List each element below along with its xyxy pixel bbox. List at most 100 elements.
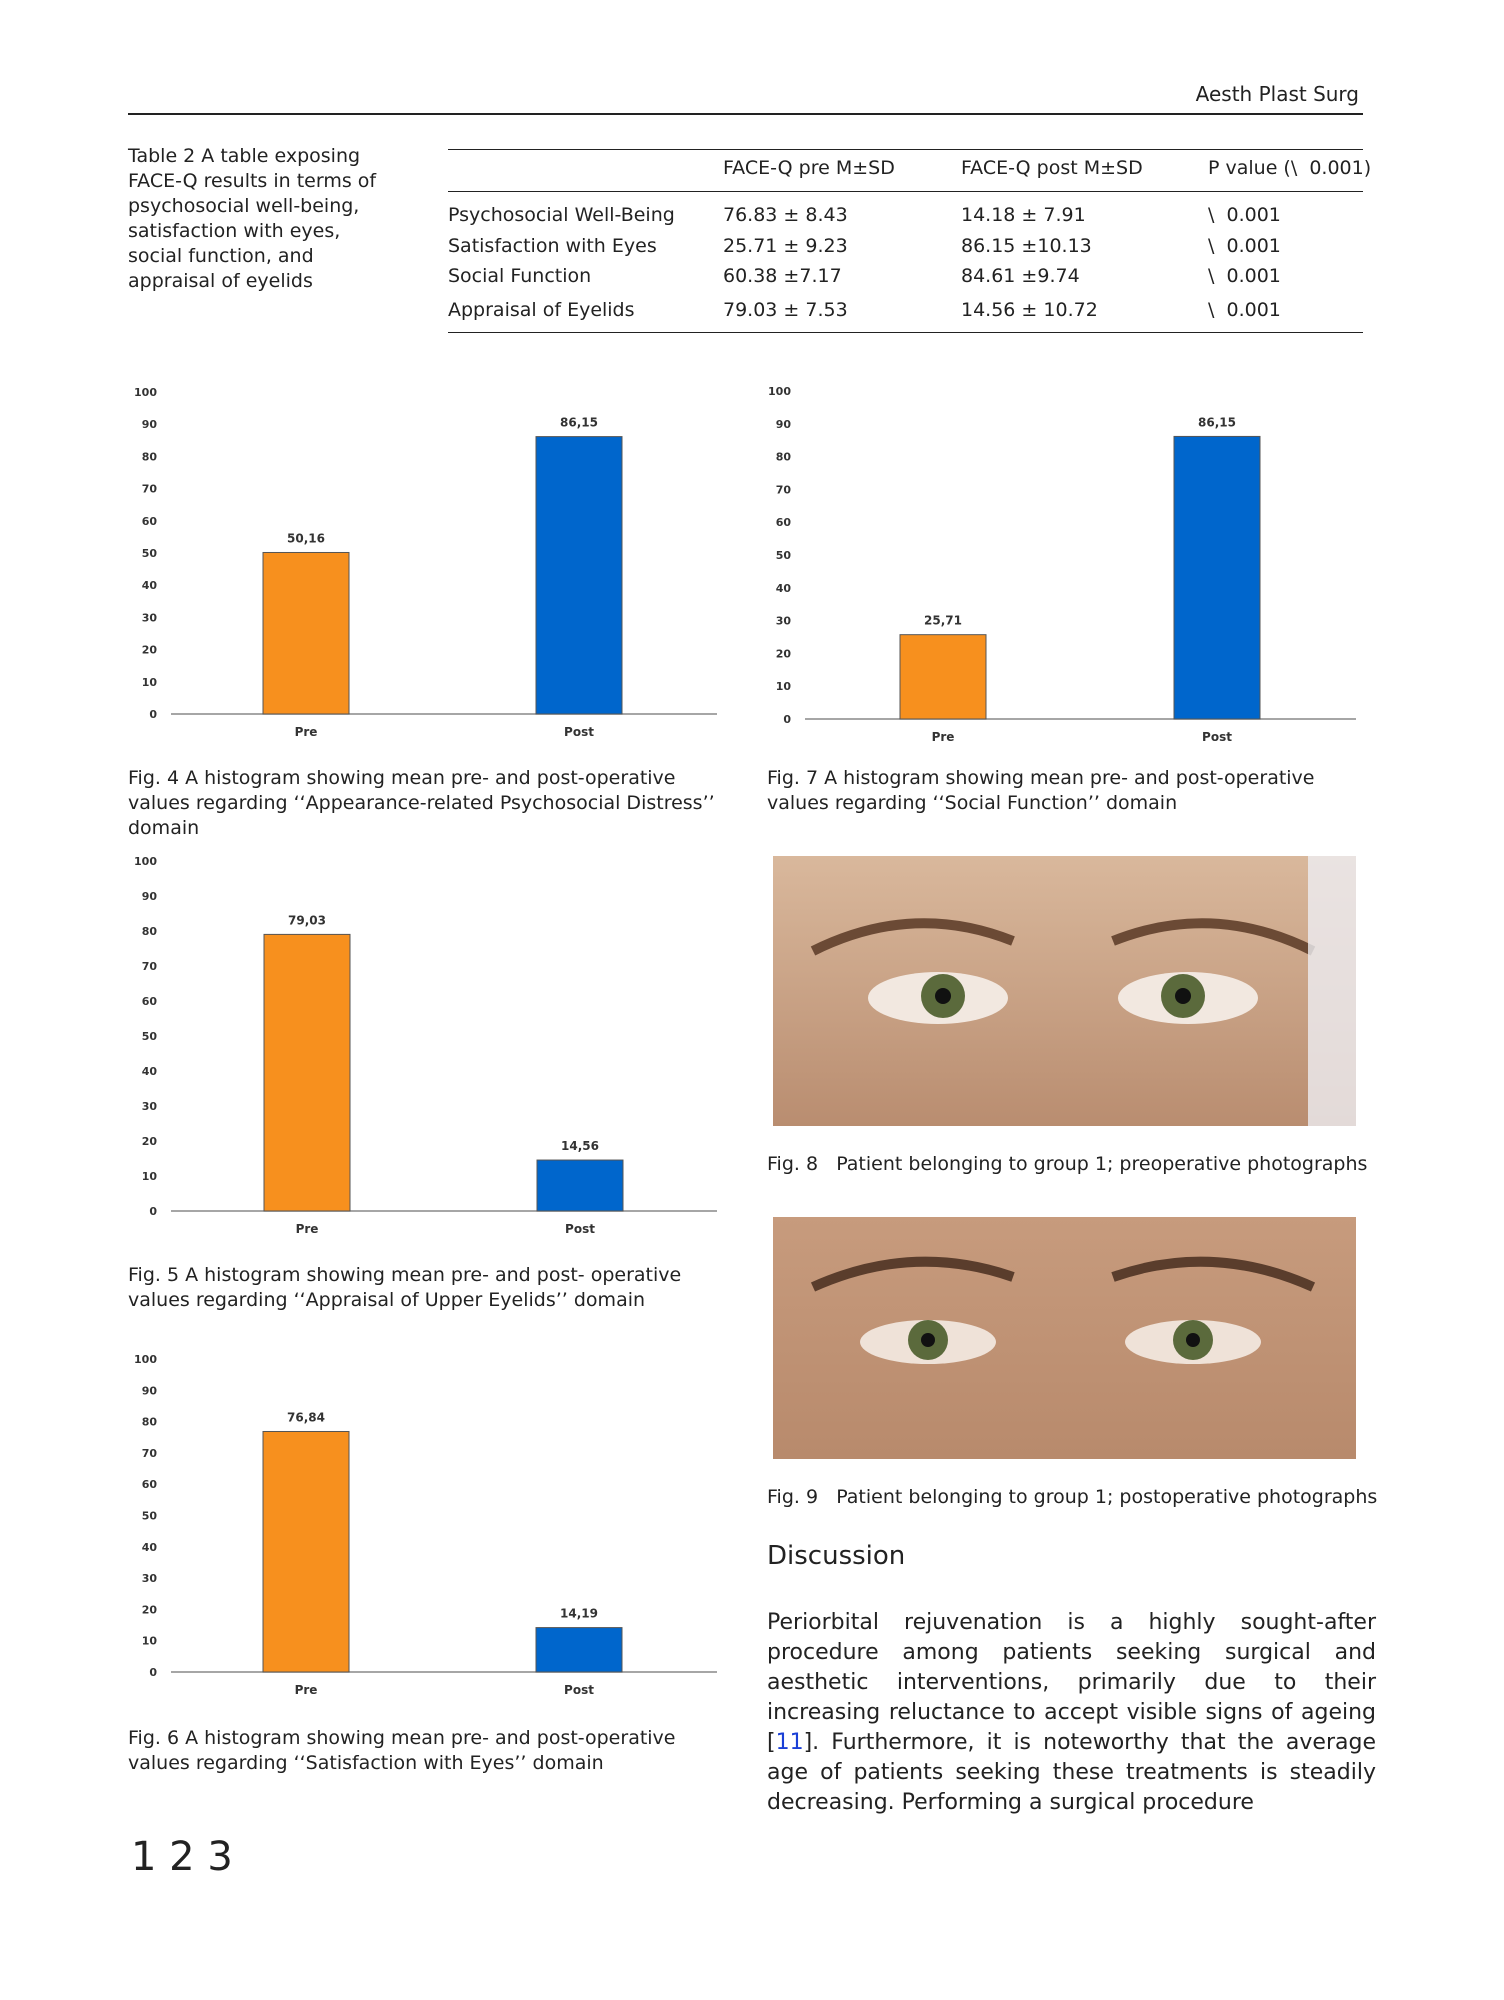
table-cell: 14.56 ± 10.72	[961, 299, 1098, 321]
table-cell: 14.18 ± 7.91	[961, 204, 1086, 226]
y-tick-label: 30	[142, 1100, 158, 1113]
figure-text: Patient belonging to group 1; postoperat…	[836, 1486, 1378, 1508]
y-tick-label: 50	[142, 1510, 158, 1523]
y-tick-label: 40	[142, 1065, 158, 1078]
table-cell: Appraisal of Eyelids	[448, 299, 635, 321]
y-tick-label: 60	[142, 995, 158, 1008]
x-tick-label: Pre	[296, 1222, 319, 1236]
y-tick-label: 10	[142, 1635, 158, 1648]
data-label: 25,71	[924, 614, 962, 628]
table-cell: 60.38 ±7.17	[723, 265, 842, 287]
paragraph: Periorbital rejuvenation is a highly sou…	[767, 1608, 1376, 1818]
data-label: 86,15	[560, 416, 598, 430]
y-tick-label: 60	[142, 515, 158, 528]
y-tick-label: 0	[783, 713, 791, 726]
data-label: 14,56	[561, 1139, 599, 1153]
y-tick-label: 70	[142, 960, 158, 973]
y-tick-label: 20	[776, 647, 792, 660]
table-rule	[448, 149, 1363, 150]
y-tick-label: 20	[142, 644, 158, 657]
y-tick-label: 100	[768, 385, 791, 398]
table-cell: 86.15 ±10.13	[961, 235, 1092, 257]
y-tick-label: 0	[149, 1666, 157, 1679]
y-tick-label: 10	[142, 1170, 158, 1183]
x-tick-label: Post	[564, 1683, 594, 1697]
y-tick-label: 70	[776, 483, 792, 496]
figure-label: Fig. 9	[767, 1486, 819, 1508]
y-tick-label: 90	[142, 418, 158, 431]
x-tick-label: Pre	[295, 1683, 318, 1697]
x-tick-label: Pre	[295, 725, 318, 739]
photo-image	[773, 856, 1356, 1126]
y-tick-label: 90	[776, 418, 792, 431]
figure-caption: Fig. 9 Patient belonging to group 1; pos…	[767, 1485, 1377, 1510]
y-tick-label: 10	[776, 680, 792, 693]
table-rule	[448, 332, 1363, 333]
y-tick-label: 80	[776, 451, 792, 464]
y-tick-label: 70	[142, 1447, 158, 1460]
y-tick-label: 20	[142, 1603, 158, 1616]
y-tick-label: 10	[142, 676, 158, 689]
y-tick-label: 40	[776, 582, 792, 595]
figure-caption: Fig. 4 A histogram showing mean pre- and…	[128, 767, 715, 839]
y-tick-label: 60	[142, 1478, 158, 1491]
table-cell: \ 0.001	[1208, 265, 1281, 287]
section-heading: Discussion	[767, 1541, 906, 1571]
citation[interactable]: 11	[775, 1730, 804, 1755]
data-label: 14,19	[560, 1607, 598, 1621]
data-label: 79,03	[288, 913, 326, 927]
figure-text: Patient belonging to group 1; preoperati…	[836, 1153, 1368, 1175]
y-tick-label: 60	[776, 516, 792, 529]
figure-caption: Fig. 5 A histogram showing mean pre- and…	[128, 1264, 682, 1311]
x-tick-label: Post	[564, 725, 594, 739]
data-label: 76,84	[287, 1410, 325, 1424]
table-caption: Table 2 A table exposing FACE-Q results …	[128, 145, 377, 292]
y-tick-label: 40	[142, 1541, 158, 1554]
table-cell: 25.71 ± 9.23	[723, 235, 848, 257]
data-label: 50,16	[287, 531, 325, 545]
table-cell: 76.83 ± 8.43	[723, 204, 848, 226]
table-cell: \ 0.001	[1208, 235, 1281, 257]
data-label: 86,15	[1198, 415, 1236, 429]
header-rule	[128, 113, 1363, 115]
bar	[899, 634, 987, 720]
table-cell: \ 0.001	[1208, 204, 1281, 226]
paragraph-text: Periorbital rejuvenation is a highly sou…	[767, 1610, 1376, 1755]
column-header: FACE-Q pre M±SD	[723, 157, 895, 179]
y-tick-label: 30	[142, 1572, 158, 1585]
y-tick-label: 50	[142, 547, 158, 560]
figure-caption: Fig. 8 Patient belonging to group 1; pre…	[767, 1152, 1367, 1177]
column-header: FACE-Q post M±SD	[961, 157, 1143, 179]
y-tick-label: 100	[134, 855, 157, 868]
figure-caption: Fig. 7 A histogram showing mean pre- and…	[767, 767, 1315, 814]
y-tick-label: 40	[142, 579, 158, 592]
bar	[262, 551, 350, 715]
y-tick-label: 80	[142, 1416, 158, 1429]
table-cell: Psychosocial Well-Being	[448, 204, 675, 226]
y-tick-label: 50	[776, 549, 792, 562]
y-tick-label: 80	[142, 925, 158, 938]
table-rule	[448, 191, 1363, 192]
figure-caption: Fig. 6 A histogram showing mean pre- and…	[128, 1727, 676, 1774]
y-tick-label: 20	[142, 1135, 158, 1148]
table-cell: 79.03 ± 7.53	[723, 299, 848, 321]
x-tick-label: Post	[1202, 730, 1232, 744]
table-cell: \ 0.001	[1208, 299, 1281, 321]
y-tick-label: 80	[142, 450, 158, 463]
bar	[1173, 435, 1261, 720]
bar	[262, 1430, 350, 1673]
photo-image	[773, 1217, 1356, 1459]
y-tick-label: 30	[776, 615, 792, 628]
preoperative-photo	[773, 856, 1356, 1126]
bar	[263, 933, 351, 1212]
bar	[535, 1627, 623, 1673]
y-tick-label: 30	[142, 611, 158, 624]
figure-label: Fig. 8	[767, 1153, 819, 1175]
y-tick-label: 0	[149, 1205, 157, 1218]
table-cell: 84.61 ±9.74	[961, 265, 1080, 287]
y-tick-label: 90	[142, 890, 158, 903]
page-number: 1 2 3	[131, 1834, 233, 1880]
y-tick-label: 0	[149, 708, 157, 721]
